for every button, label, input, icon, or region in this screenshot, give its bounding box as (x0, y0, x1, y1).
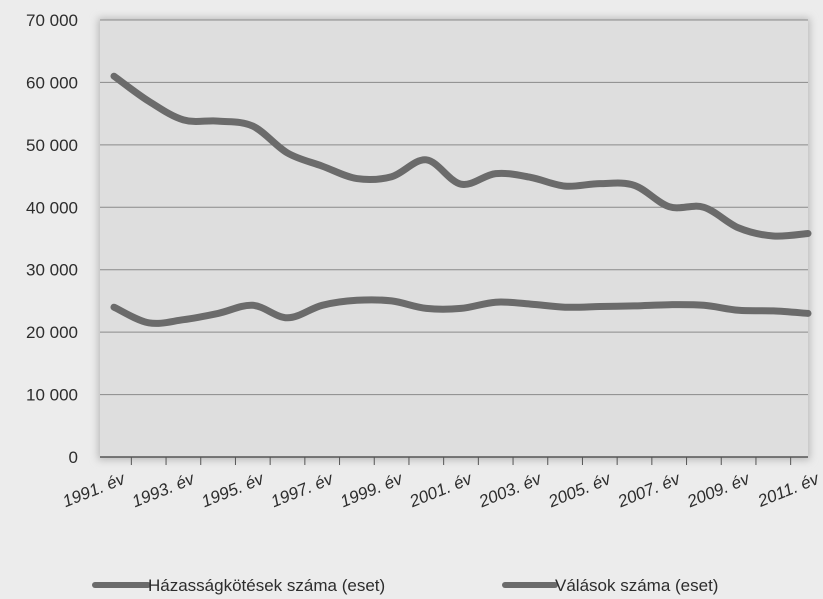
x-tick-label: 2009. év (684, 469, 754, 512)
x-tick-label: 2007. év (614, 469, 684, 512)
series-line-2 (110, 296, 812, 327)
x-tick-label: 2011. év (754, 469, 823, 512)
x-tick-label: 2001. év (406, 469, 476, 512)
y-tick-label: 60 000 (26, 73, 78, 92)
y-tick-label: 20 000 (26, 323, 78, 342)
x-tick-label: 1993. év (129, 469, 198, 512)
x-tick-label: 1995. év (199, 469, 268, 512)
legend-label: Válások száma (eset) (555, 576, 718, 595)
y-tick-label: 0 (69, 448, 78, 467)
x-tick-label: 1997. év (268, 469, 337, 512)
legend: Házasságkötések száma (eset) Válások szám… (92, 576, 718, 595)
x-tick-label: 1999. év (337, 469, 406, 512)
x-tick-label: 1991. év (60, 469, 129, 512)
x-axis: 1991. év 1993. év 1995. év 1997. év 1999. év… (60, 456, 823, 512)
series-line-1 (110, 72, 812, 240)
series-lines (110, 72, 812, 327)
legend-item-2: Válások száma (eset) (502, 576, 718, 595)
y-tick-label: 30 000 (26, 261, 78, 280)
plot-area (100, 20, 808, 457)
y-axis: 0 10 000 20 000 30 000 40 000 50 000 60 000 70 … (26, 11, 78, 467)
y-tick-label: 40 000 (26, 198, 78, 217)
y-tick-label: 50 000 (26, 136, 78, 155)
gridlines (100, 19, 808, 396)
legend-label: Házasságkötések száma (eset) (148, 576, 385, 595)
legend-item-1: Házasságkötések száma (eset) (92, 576, 385, 595)
x-tick-label: 2005. év (545, 469, 615, 512)
y-tick-label: 70 000 (26, 11, 78, 30)
y-tick-label: 10 000 (26, 386, 78, 405)
x-tick-label: 2003. év (475, 469, 545, 512)
